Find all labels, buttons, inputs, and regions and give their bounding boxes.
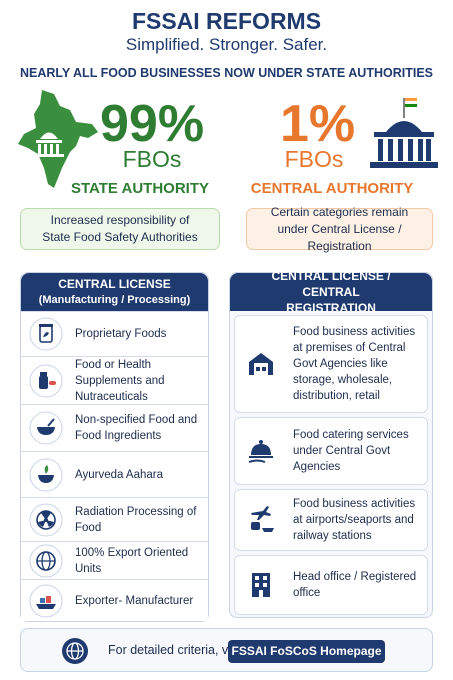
panel-header: CENTRAL LICENSE (Manufacturing / Process… xyxy=(21,273,208,311)
item-icon xyxy=(29,503,63,536)
item-text: 100% Export Oriented Units xyxy=(75,546,189,575)
footer: For detailed criteria, visit FSSAI FoSCo… xyxy=(20,628,433,672)
item-text: Non-specified Food and Food Ingredients xyxy=(75,414,198,442)
item-icon xyxy=(249,353,273,375)
stat-unit: FBOs xyxy=(122,146,182,172)
title: FSSAI REFORMS xyxy=(131,8,322,34)
parliament-icon xyxy=(370,98,438,168)
panel-title: CENTRAL LICENSE / CENTRAL REGISTRATION xyxy=(271,269,391,315)
india-map xyxy=(18,90,98,188)
item-icon xyxy=(29,584,63,617)
list-item: Radiation Processing of Food xyxy=(21,497,208,541)
stat-unit: FBOs xyxy=(284,146,344,172)
item-text: Food catering services under Central Gov… xyxy=(293,429,409,473)
list-item: Head office / Registered office xyxy=(234,555,428,615)
item-text: Food business activities at airports/sea… xyxy=(293,498,416,542)
stat-note: Certain categories remain under Central … xyxy=(246,205,433,253)
item-icon xyxy=(29,317,63,351)
panel: CENTRAL LICENSE / CENTRAL REGISTRATION F… xyxy=(229,269,433,618)
item-text: Exporter- Manufacturer xyxy=(75,594,194,607)
item-text: Food or Health Supplements and Nutraceut… xyxy=(75,358,165,403)
list-item: 100% Export Oriented Units xyxy=(21,541,208,579)
banner: NEARLY ALL FOOD BUSINESSES NOW UNDER STA… xyxy=(20,66,433,80)
item-icon xyxy=(29,364,63,397)
panel-subtitle: (Manufacturing / Processing) xyxy=(38,294,191,306)
item-icon xyxy=(251,506,274,532)
globe-icon xyxy=(62,638,88,664)
item-text: Ayurveda Aahara xyxy=(75,468,164,481)
panel-header: CENTRAL LICENSE / CENTRAL REGISTRATION xyxy=(230,269,432,315)
stat-note: Increased responsibility of State Food S… xyxy=(20,208,220,250)
stat-authority: STATE AUTHORITY xyxy=(70,180,210,197)
list-item: Ayurveda Aahara xyxy=(21,451,208,497)
list-item: Non-specified Food and Food Ingredients xyxy=(21,404,208,451)
footer-text: For detailed criteria, visit xyxy=(108,643,244,657)
list-item: Proprietary Foods xyxy=(21,311,208,356)
link-button[interactable]: FSSAI FoSCoS Homepage xyxy=(228,640,385,663)
list-item: Food or Health Supplements and Nutraceut… xyxy=(21,356,208,404)
subtitle: Simplified. Stronger. Safer. xyxy=(125,35,328,54)
item-text: Head office / Registered office xyxy=(293,571,417,599)
item-text: Proprietary Foods xyxy=(75,328,167,340)
list-item: Food business activities at premises of … xyxy=(234,315,428,413)
stat-value: 99% xyxy=(100,95,205,153)
panel: CENTRAL LICENSE (Manufacturing / Process… xyxy=(20,272,209,622)
item-list: Proprietary Foods Food or Health Suppleme… xyxy=(21,311,208,621)
stat-value: 1% xyxy=(280,95,356,153)
item-text: Food business activities at premises of … xyxy=(293,326,416,402)
item-icon xyxy=(252,573,270,597)
stat-authority: CENTRAL AUTHORITY xyxy=(250,180,414,197)
list-item: Food business activities at airports/sea… xyxy=(234,489,428,551)
list-item: Food catering services under Central Gov… xyxy=(234,417,428,485)
item-icon xyxy=(29,544,63,577)
item-icon xyxy=(29,411,63,445)
panel-title: CENTRAL LICENSE xyxy=(58,277,171,291)
list-item: Exporter- Manufacturer xyxy=(21,579,208,621)
item-list: Food business activities at premises of … xyxy=(230,311,432,623)
item-icon xyxy=(29,458,63,491)
item-text: Radiation Processing of Food xyxy=(75,505,197,534)
item-icon xyxy=(248,440,273,463)
